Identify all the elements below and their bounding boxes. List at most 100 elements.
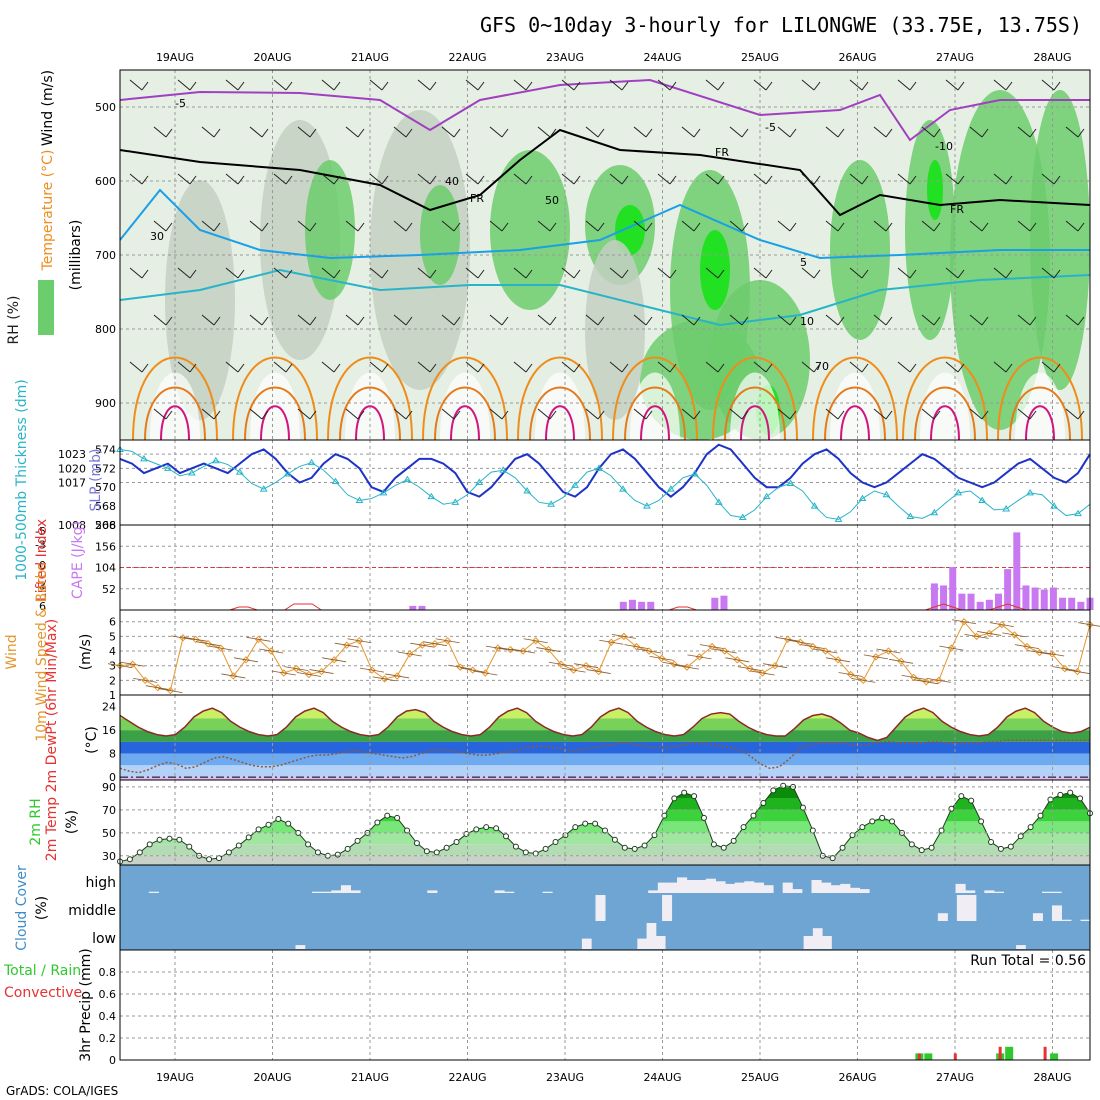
wind-barb bbox=[441, 408, 455, 420]
rh2m-marker bbox=[770, 787, 777, 794]
wind-barb bbox=[177, 361, 191, 373]
cloud-cover-bar bbox=[812, 928, 823, 949]
rh2m-marker bbox=[552, 839, 559, 846]
surface-wind-barb bbox=[637, 648, 662, 654]
rh2m-marker bbox=[394, 814, 401, 821]
wind-speed-marker bbox=[305, 670, 313, 679]
wind-barb-flag bbox=[381, 175, 389, 185]
surface-wind-barb bbox=[649, 655, 674, 661]
rh2m-marker bbox=[691, 793, 698, 800]
wind-barb bbox=[177, 173, 191, 185]
rh2m-marker bbox=[700, 814, 707, 821]
wind-barb-flag bbox=[1077, 316, 1085, 326]
surface-wind-barb bbox=[863, 654, 888, 660]
wind-barb-flag bbox=[429, 269, 437, 279]
wind-barb bbox=[129, 361, 143, 373]
thickness-marker bbox=[930, 508, 939, 516]
wind-barb-flag bbox=[381, 363, 389, 373]
wind-barb-flag bbox=[957, 269, 965, 279]
wind-barb bbox=[657, 79, 671, 91]
top-date-label: 28AUG bbox=[1033, 51, 1071, 64]
surface-wind-barb bbox=[309, 669, 334, 674]
temp-band bbox=[120, 695, 1090, 707]
cloud-cover-bar bbox=[859, 889, 870, 893]
contour-label: 50 bbox=[545, 194, 559, 207]
wind-speed-marker bbox=[481, 669, 490, 677]
precip-tick-label: 0.8 bbox=[99, 966, 117, 979]
surface-wind-barb bbox=[762, 663, 788, 669]
surface-wind-barb bbox=[1052, 666, 1077, 672]
wind-barb-flag bbox=[165, 128, 173, 138]
surface-wind-barb bbox=[548, 661, 573, 667]
cloud-cover-bar bbox=[340, 885, 351, 893]
rh2m-marker bbox=[780, 782, 787, 789]
cloud-cover-bar bbox=[840, 883, 851, 893]
run-total-label: Run Total = 0.56 bbox=[970, 953, 1086, 969]
precip-convective-bar bbox=[917, 1053, 921, 1060]
temp-contour-25 bbox=[355, 405, 385, 441]
rh2m-marker bbox=[651, 832, 658, 839]
thickness-marker bbox=[738, 513, 747, 520]
wind-barb bbox=[633, 220, 647, 232]
surface-wind-barb bbox=[183, 636, 208, 642]
wind-speed-marker bbox=[443, 637, 452, 645]
rh-tick-label: 50 bbox=[102, 827, 116, 840]
wind-barb bbox=[489, 314, 503, 326]
wind-barb-flag bbox=[501, 222, 509, 232]
temp-contour-15 bbox=[712, 356, 798, 441]
wind-barb-flag bbox=[717, 363, 725, 373]
temp-contour-10 bbox=[119, 268, 1091, 327]
thickness-marker bbox=[595, 464, 603, 471]
wind-barb-flag bbox=[429, 175, 437, 185]
temp-contour-25 bbox=[740, 405, 770, 441]
wind-barb bbox=[297, 408, 311, 420]
wind-barb bbox=[585, 408, 599, 420]
thickness-marker bbox=[643, 502, 651, 509]
wind-speed-marker bbox=[343, 641, 351, 649]
surface-wind-barb bbox=[624, 644, 649, 650]
thickness-tick-label: 566 bbox=[95, 519, 116, 532]
temp-contour-15 bbox=[612, 356, 698, 441]
wind-barb bbox=[441, 220, 455, 232]
wind-speed-marker bbox=[431, 639, 439, 648]
wind-barb bbox=[1041, 267, 1055, 279]
rh2m-marker bbox=[869, 818, 876, 825]
cloud-cover-bar bbox=[1051, 905, 1062, 921]
cape-bar bbox=[930, 583, 938, 610]
wind-barb bbox=[201, 314, 215, 326]
wind-barb-flag bbox=[237, 363, 245, 373]
surface-wind-barb bbox=[700, 644, 725, 650]
cloud-cover-bar bbox=[803, 936, 814, 949]
wind-speed-marker bbox=[141, 676, 149, 685]
wind-speed-marker bbox=[758, 669, 767, 677]
precip-axis-label: 3hr Precip (mm) bbox=[78, 948, 94, 1061]
wind-barb-flag bbox=[261, 128, 269, 138]
wind-barb-flag bbox=[429, 363, 437, 373]
thickness-marker bbox=[810, 502, 819, 509]
surface-wind-barb bbox=[687, 654, 712, 660]
pressure-tick-label: 700 bbox=[95, 249, 116, 262]
wind-barb bbox=[873, 408, 887, 420]
wind-barb bbox=[993, 267, 1007, 279]
rh-shade bbox=[585, 240, 645, 420]
rh2m-marker bbox=[384, 812, 391, 819]
temperature-axis-label: Temperature (°C) bbox=[40, 150, 56, 272]
wind-barb bbox=[921, 126, 935, 138]
wind-barb bbox=[537, 126, 551, 138]
cloud-cover-bar bbox=[1041, 891, 1053, 893]
wind-barb-flag bbox=[405, 128, 413, 138]
wind-barb bbox=[585, 314, 599, 326]
temp-contour-25 bbox=[1025, 405, 1055, 441]
thickness-axis-label: 1000-500mb Thickness (dm) bbox=[14, 379, 30, 580]
cloud-cover-bar bbox=[1051, 891, 1062, 893]
wind-barb bbox=[993, 361, 1007, 373]
rh2m-marker bbox=[493, 825, 500, 832]
wind-barb-flag bbox=[525, 81, 533, 91]
cloud-cover-bar bbox=[955, 883, 966, 893]
surface-wind-barb bbox=[536, 647, 561, 652]
pressure-tick-label: 900 bbox=[95, 397, 116, 410]
temp-contour-25 bbox=[160, 405, 190, 441]
cloud-cover-bar bbox=[321, 891, 332, 893]
contour-label: -10 bbox=[935, 140, 953, 153]
wind-barb bbox=[1017, 314, 1031, 326]
